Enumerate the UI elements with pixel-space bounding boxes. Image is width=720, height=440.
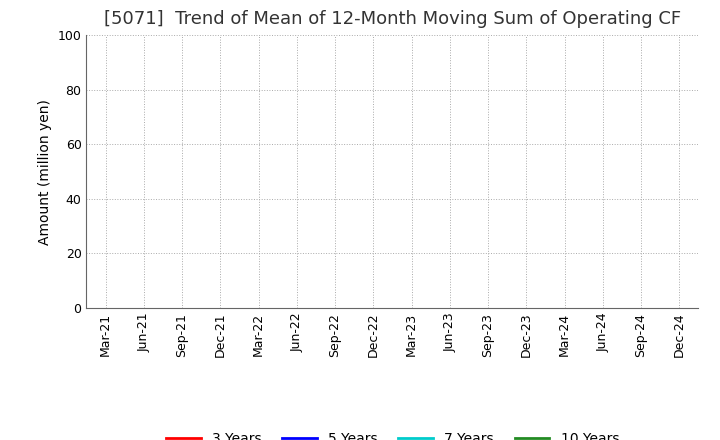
Legend: 3 Years, 5 Years, 7 Years, 10 Years: 3 Years, 5 Years, 7 Years, 10 Years — [161, 426, 624, 440]
Title: [5071]  Trend of Mean of 12-Month Moving Sum of Operating CF: [5071] Trend of Mean of 12-Month Moving … — [104, 10, 681, 28]
Y-axis label: Amount (million yen): Amount (million yen) — [38, 99, 52, 245]
